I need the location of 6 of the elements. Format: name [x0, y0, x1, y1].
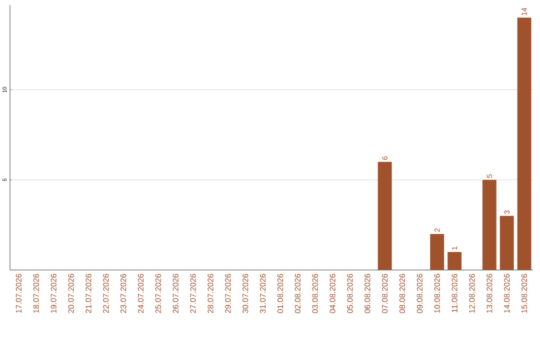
bar [378, 162, 392, 270]
bar [430, 234, 444, 270]
bar [448, 252, 462, 270]
bar [482, 180, 496, 270]
bar [500, 216, 514, 270]
bar [517, 18, 532, 270]
